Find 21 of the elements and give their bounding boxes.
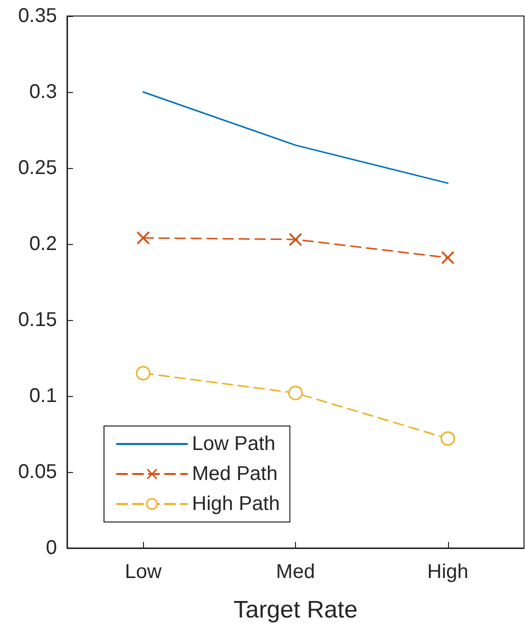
point: [289, 232, 302, 246]
point: [288, 386, 303, 400]
y-tick-label: 0.25: [18, 157, 57, 179]
point: [440, 431, 456, 446]
point: [136, 366, 150, 380]
y-tick-label: 0.1: [29, 385, 57, 407]
y-tick-label: 0.05: [18, 461, 57, 483]
x-tick-label: Med: [276, 561, 315, 583]
x-axis-title: Target Rate: [233, 596, 358, 624]
y-tick-label: 0.3: [29, 81, 57, 103]
legend-label: High Path: [192, 493, 280, 515]
x-tick-label: Low: [124, 561, 162, 583]
y-tick-label: 0.35: [18, 5, 57, 27]
x-tick-label: High: [427, 561, 468, 583]
y-tick-label: 0.2: [29, 233, 57, 255]
y-tick-label: 0.15: [18, 309, 57, 331]
y-tick-label: 0: [46, 537, 57, 559]
legend-label: Low Path: [192, 433, 276, 455]
legend-label: Med Path: [192, 463, 278, 485]
point: [136, 231, 150, 244]
point: [441, 251, 454, 264]
